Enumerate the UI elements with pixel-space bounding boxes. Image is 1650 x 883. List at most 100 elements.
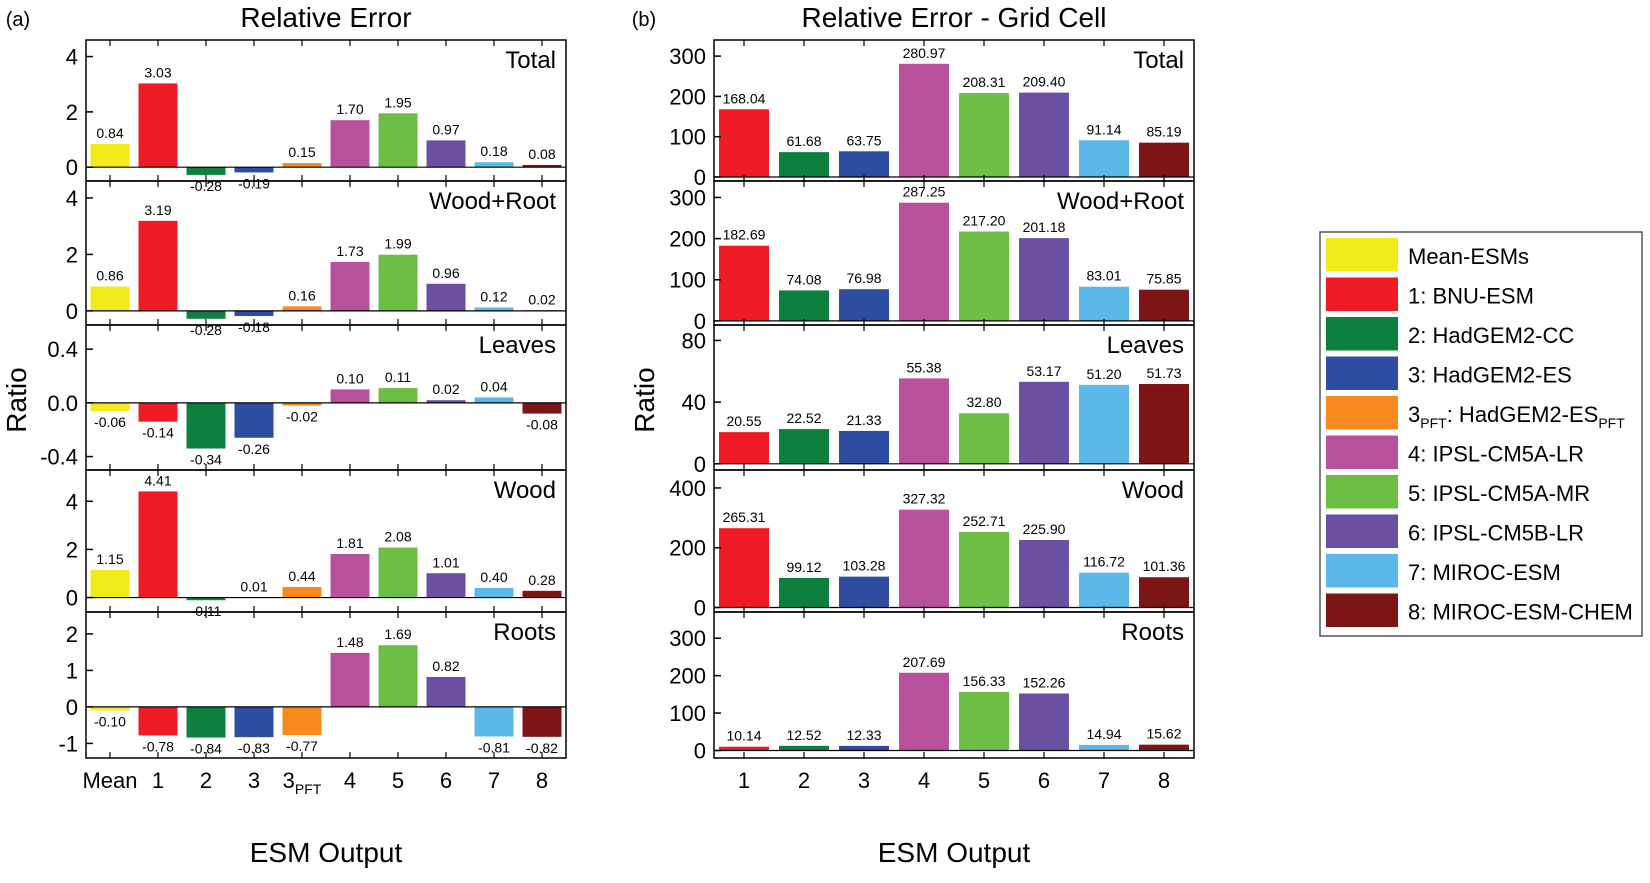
bar xyxy=(522,706,562,737)
legend-swatch xyxy=(1326,514,1398,548)
data-label: 15.62 xyxy=(1146,726,1181,742)
data-label: 61.68 xyxy=(786,133,821,149)
bar xyxy=(234,310,274,316)
bar xyxy=(234,706,274,738)
bar xyxy=(719,109,769,177)
data-label: 85.19 xyxy=(1146,124,1181,140)
data-label: 14.94 xyxy=(1086,726,1121,742)
legend-swatch xyxy=(1326,396,1398,430)
y-tick-label: 200 xyxy=(669,84,706,109)
data-label: 3.03 xyxy=(144,64,171,80)
legend-label-part: : HadGEM2-ES xyxy=(1447,402,1599,427)
data-label: 0.12 xyxy=(480,288,507,304)
legend-swatch xyxy=(1326,317,1398,351)
x-tick-label: 5 xyxy=(392,768,404,793)
data-label: 168.04 xyxy=(723,90,766,106)
bar xyxy=(378,254,418,311)
bar xyxy=(899,509,949,608)
y-tick-label: 40 xyxy=(682,390,706,415)
bar xyxy=(138,220,178,311)
bar xyxy=(779,152,829,177)
bar xyxy=(282,402,322,406)
bar xyxy=(474,162,514,168)
panel-name: Wood xyxy=(494,477,556,504)
bar xyxy=(959,413,1009,464)
y-axis-title: Ratio xyxy=(629,367,660,432)
data-label: 0.97 xyxy=(432,121,459,137)
bar xyxy=(138,83,178,168)
chart-title: Relative Error xyxy=(240,2,411,33)
panel-leaves: -0.06 -0.14 -0.34 -0.26 -0.02 0.10 0.11 0.02 0.0… xyxy=(40,324,567,471)
x-tick-label: 3 xyxy=(858,768,870,793)
data-label: 0.10 xyxy=(336,370,363,386)
data-label: 83.01 xyxy=(1086,268,1121,284)
bar xyxy=(522,164,562,168)
data-label: 1.95 xyxy=(384,94,411,110)
panel-wood: 265.31 99.12 103.28 327.32 252.71 225.90 116.7… xyxy=(669,469,1195,621)
chart-b-relative-error-grid-cell: (b) Relative Error - Grid Cell 168.04 61.68… xyxy=(629,2,1195,868)
legend-label: 2: HadGEM2-CC xyxy=(1408,323,1574,348)
bar xyxy=(779,429,829,464)
bar xyxy=(378,388,418,403)
bar xyxy=(1139,577,1189,608)
x-axis-title: ESM Output xyxy=(878,837,1031,868)
y-tick-label: 0.0 xyxy=(47,391,78,416)
bar xyxy=(426,283,466,311)
panel-wood: 1.154.41-0.110.010.441.81 2.081.010.40 0.2… xyxy=(66,469,567,619)
bar xyxy=(90,569,130,598)
y-tick-label: 0 xyxy=(66,155,78,180)
legend-swatch xyxy=(1326,277,1398,311)
data-label: -0.34 xyxy=(190,452,222,468)
data-label: 287.25 xyxy=(903,184,946,200)
x-tick-label: 6 xyxy=(1038,768,1050,793)
data-label: 0.11 xyxy=(385,369,411,385)
data-label: 101.36 xyxy=(1143,558,1186,574)
panel-name: Total xyxy=(1133,47,1184,74)
bar xyxy=(186,706,226,738)
panel-wood-root: 182.69 74.08 76.98 287.25 217.20 201.18 83.01 7… xyxy=(669,180,1195,334)
bar xyxy=(1019,693,1069,751)
bar xyxy=(899,63,949,177)
panel-name: Leaves xyxy=(1107,332,1184,359)
x-tick-label: 1 xyxy=(738,768,750,793)
y-tick-label: 80 xyxy=(682,328,706,353)
y-tick-label: -0.4 xyxy=(40,445,78,470)
legend-swatch xyxy=(1326,593,1398,627)
panel-leaves: 20.55 22.52 21.33 55.38 32.80 53.17 51.20 51.73… xyxy=(682,324,1195,477)
y-tick-label: 300 xyxy=(669,626,706,651)
legend-swatch xyxy=(1326,475,1398,509)
data-label: 201.18 xyxy=(1023,219,1066,235)
data-label: -0.81 xyxy=(478,739,510,755)
data-label: -0.06 xyxy=(94,414,126,430)
panel-total: 168.04 61.68 63.75 280.97 208.31 209.40 91.14 8… xyxy=(669,39,1195,190)
legend-swatch xyxy=(1326,356,1398,390)
legend-swatch xyxy=(1326,435,1398,469)
y-tick-label: 2 xyxy=(66,100,78,125)
data-label: -0.77 xyxy=(286,738,318,754)
data-label: 75.85 xyxy=(1146,271,1181,287)
data-label: 156.33 xyxy=(963,673,1006,689)
x-tick-label: 8 xyxy=(1158,768,1170,793)
bar xyxy=(839,289,889,321)
bar xyxy=(779,290,829,321)
y-tick-label: 100 xyxy=(669,701,706,726)
data-label: 0.28 xyxy=(528,572,555,588)
x-tick-label-sub: PFT xyxy=(295,781,322,797)
legend-label: 8: MIROC-ESM-CHEM xyxy=(1408,600,1633,625)
data-label: 103.28 xyxy=(843,558,886,574)
y-tick-label: 0 xyxy=(694,596,706,621)
bar xyxy=(138,491,178,598)
legend-label-part: 3 xyxy=(1408,402,1420,427)
y-tick-label: 0 xyxy=(694,165,706,190)
panel-name: Leaves xyxy=(479,332,556,359)
bar xyxy=(719,528,769,608)
data-label: 0.15 xyxy=(288,144,315,160)
bar xyxy=(90,706,130,711)
data-label: 252.71 xyxy=(963,513,1006,529)
bar xyxy=(426,573,466,598)
y-tick-label: 0 xyxy=(66,586,78,611)
data-label: 53.17 xyxy=(1026,363,1061,379)
bar xyxy=(138,706,178,736)
y-tick-label: 4 xyxy=(66,186,78,211)
